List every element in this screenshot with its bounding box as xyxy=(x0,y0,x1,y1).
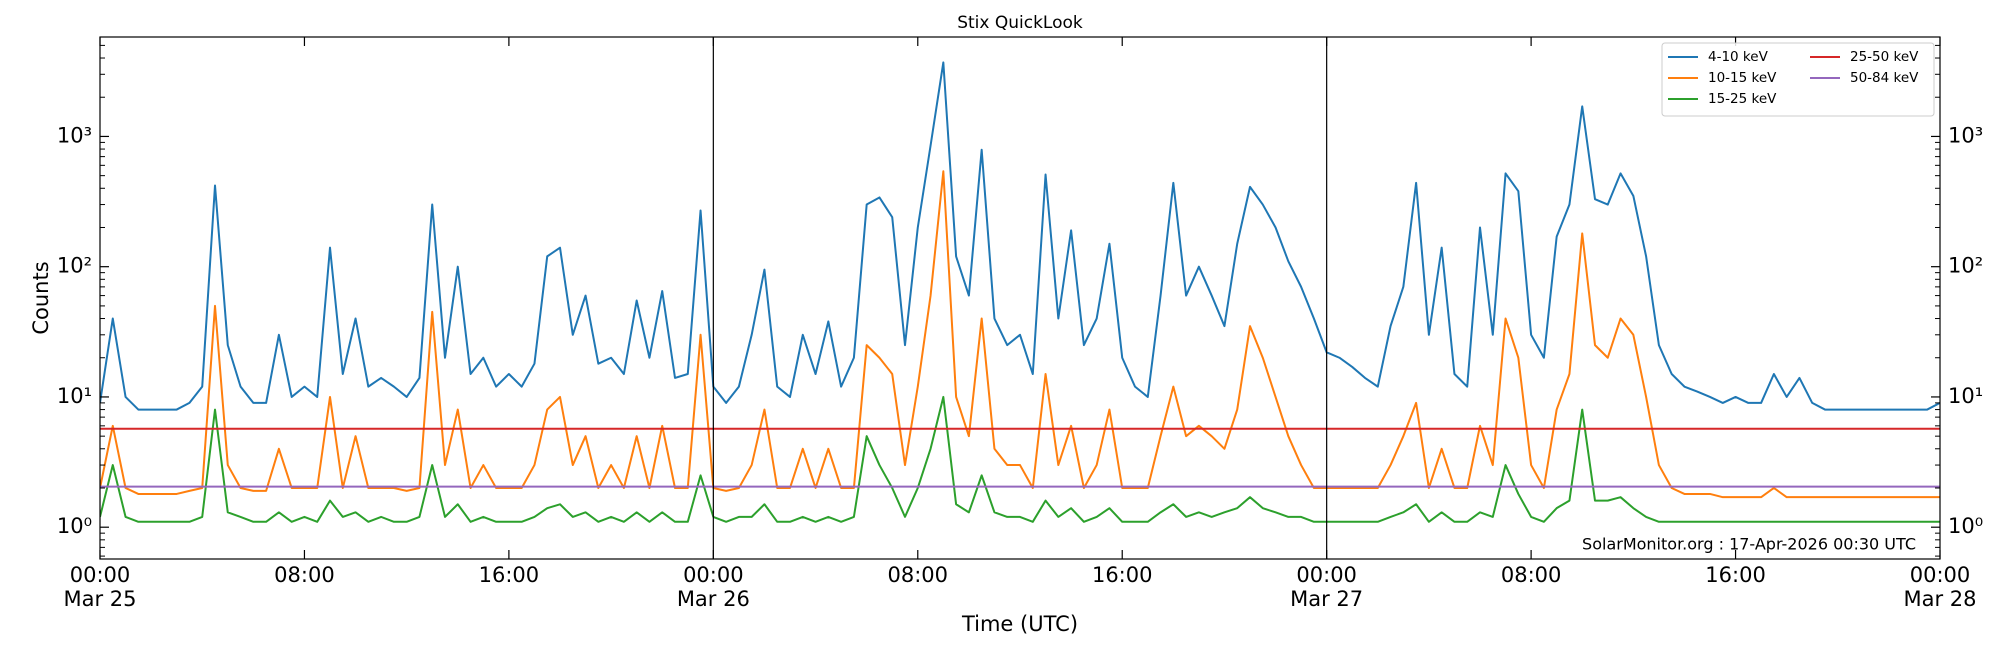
y-tick-label-right: 10⁰ xyxy=(1948,514,1983,538)
x-tick-label: Mar 27 xyxy=(1290,587,1363,611)
x-tick-label: 00:00 xyxy=(683,563,744,587)
legend-label: 50-84 keV xyxy=(1850,70,1919,86)
x-tick-label: 16:00 xyxy=(1705,563,1766,587)
plot-frame xyxy=(99,36,1941,560)
y-tick-label-right: 10¹ xyxy=(1948,384,1983,408)
x-tick-label: 00:00 xyxy=(1910,563,1971,587)
series-line xyxy=(100,61,1940,411)
y-axis-label: Counts xyxy=(29,261,53,334)
x-tick-label: 00:00 xyxy=(1296,563,1357,587)
annotation: SolarMonitor.org : 17-Apr-2026 00:30 UTC xyxy=(1582,535,1916,554)
x-tick-label: 08:00 xyxy=(274,563,335,587)
chart-title: Stix QuickLook xyxy=(957,13,1083,33)
x-tick-label: Mar 25 xyxy=(63,587,136,611)
legend-label: 25-50 keV xyxy=(1850,49,1919,65)
plot-area xyxy=(100,61,1940,523)
x-tick-label: 08:00 xyxy=(1501,563,1562,587)
x-tick-label: Mar 28 xyxy=(1903,587,1976,611)
x-tick-label: 16:00 xyxy=(1092,563,1153,587)
legend-label: 15-25 keV xyxy=(1708,91,1777,107)
y-tick-label: 10⁰ xyxy=(57,514,92,538)
series-line xyxy=(100,170,1940,499)
x-tick-label: 00:00 xyxy=(70,563,131,587)
x-tick-label: 16:00 xyxy=(479,563,540,587)
y-tick-label: 10² xyxy=(57,254,92,278)
legend-label: 10-15 keV xyxy=(1708,70,1777,86)
legend-label: 4-10 keV xyxy=(1708,49,1769,65)
x-axis-label: Time (UTC) xyxy=(961,612,1078,636)
y-tick-label: 10¹ xyxy=(57,384,92,408)
x-tick-label: Mar 26 xyxy=(677,587,750,611)
legend-box xyxy=(1661,42,1935,117)
y-tick-label-right: 10³ xyxy=(1948,123,1983,147)
series-line xyxy=(100,395,1940,523)
y-tick-label: 10³ xyxy=(57,123,92,147)
x-tick-label: 08:00 xyxy=(888,563,949,587)
y-tick-label-right: 10² xyxy=(1948,254,1983,278)
